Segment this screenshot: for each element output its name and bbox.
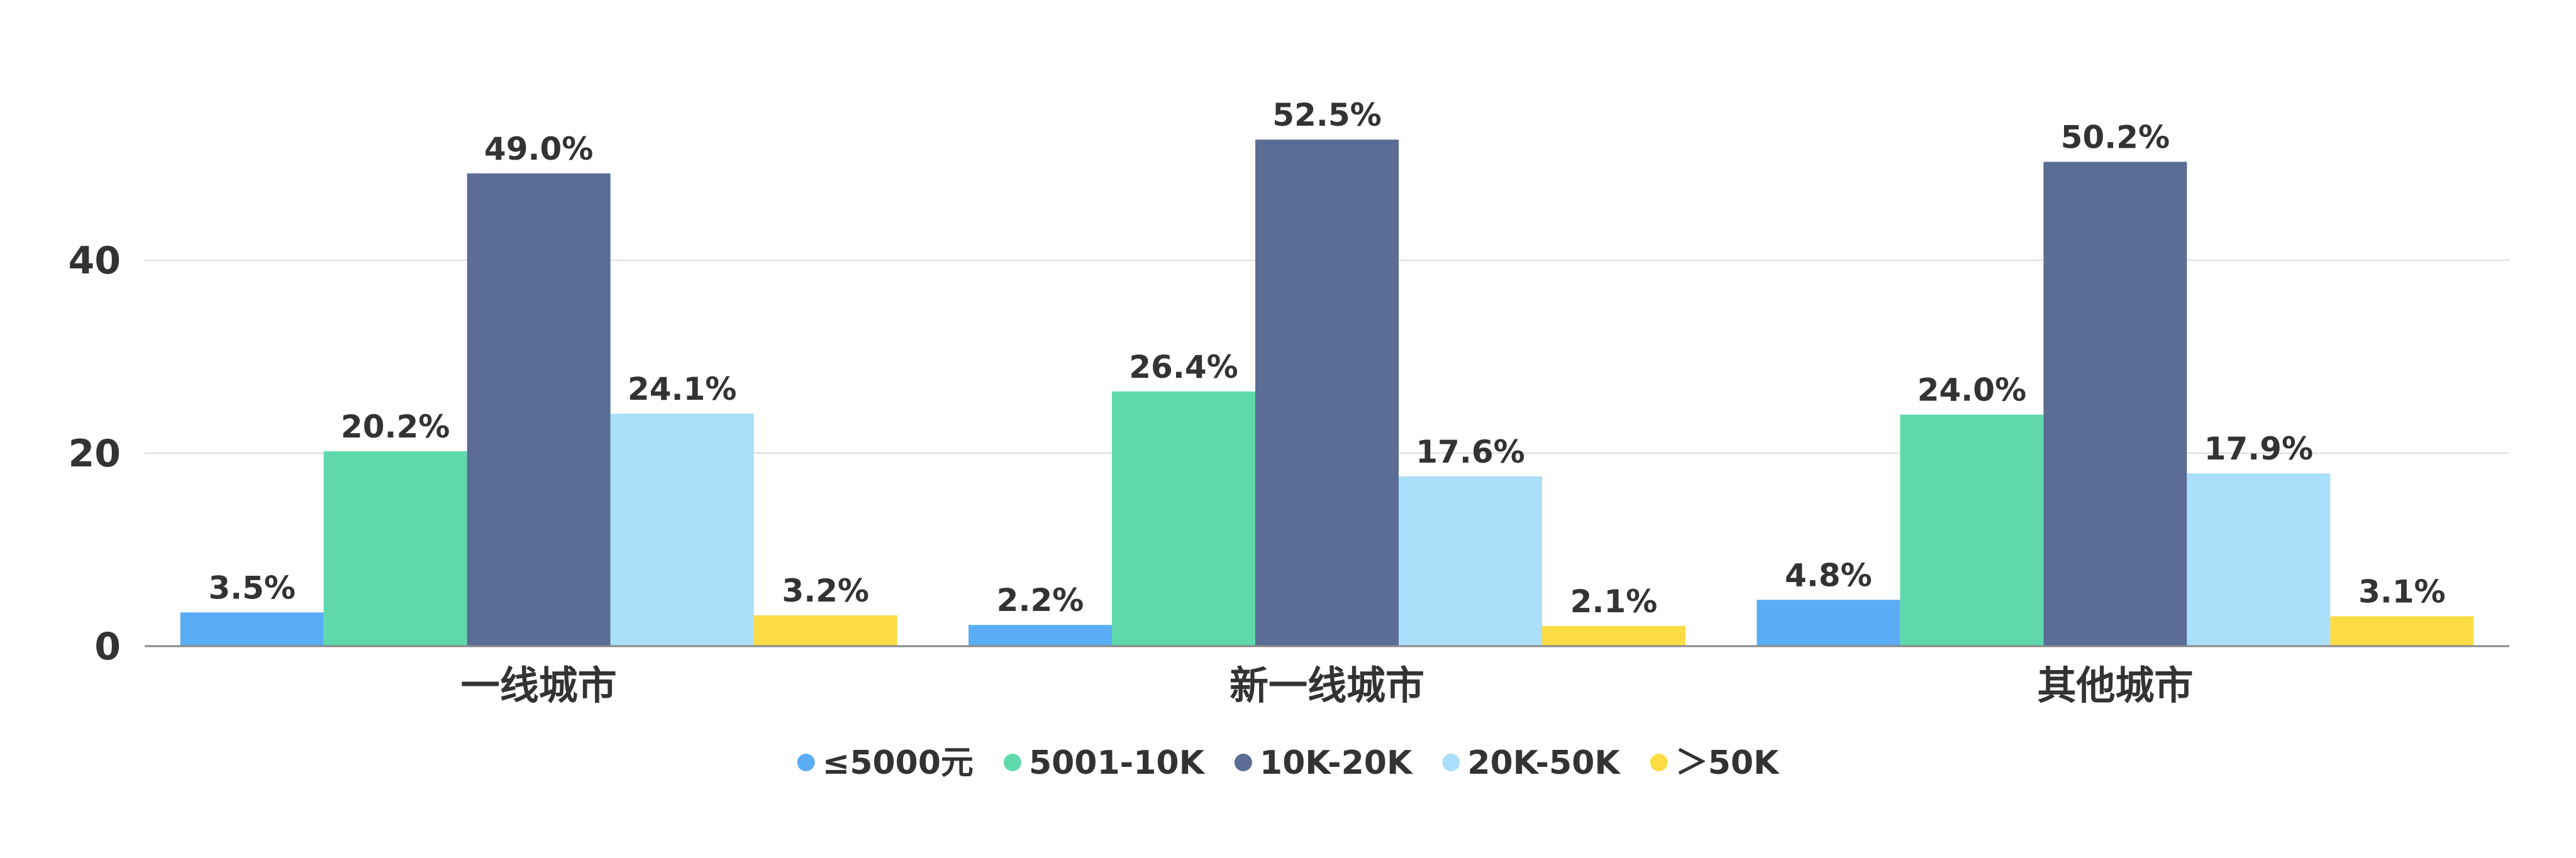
- bar: [969, 625, 1112, 646]
- bar: [1399, 476, 1542, 646]
- legend-marker: [1650, 754, 1668, 771]
- legend-item: 10K-20K: [1234, 744, 1413, 782]
- legend-marker: [1234, 754, 1252, 771]
- bar: [1757, 600, 1901, 646]
- y-tick-label: 0: [94, 625, 121, 669]
- bar: [323, 451, 467, 646]
- legend-item: 5001-10K: [1003, 744, 1206, 782]
- legend-marker: [797, 754, 815, 771]
- data-label: 26.4%: [1129, 349, 1238, 385]
- x-axis: 一线城市 新一线城市 其他城市: [461, 663, 2194, 708]
- data-label: 4.8%: [1785, 557, 1872, 593]
- data-label: 20.2%: [341, 409, 450, 445]
- y-tick-label: 20: [69, 432, 121, 476]
- data-labels: 3.5% 20.2% 49.0% 24.1% 3.2% 2.2% 26.4% 52.5% 17.…: [208, 97, 2445, 620]
- bar: [467, 173, 611, 647]
- data-label: 3.1%: [2358, 573, 2446, 610]
- bar: [180, 612, 324, 646]
- bar: [1255, 140, 1399, 646]
- y-axis: 0 20 40: [69, 239, 121, 669]
- bar: [2043, 162, 2187, 646]
- legend-marker: [1003, 754, 1021, 771]
- bar: [753, 615, 897, 646]
- bar: [1900, 414, 2044, 646]
- legend-label: ≤5000元: [823, 744, 974, 782]
- data-label: 3.5%: [208, 569, 296, 606]
- legend-label: 5001-10K: [1029, 744, 1206, 782]
- bar: [610, 414, 754, 646]
- legend-marker: [1442, 754, 1460, 771]
- bar: [1542, 625, 1685, 646]
- data-label: 24.1%: [628, 371, 736, 407]
- bar: [1112, 391, 1255, 646]
- legend-label: 10K-20K: [1260, 744, 1413, 782]
- data-label: 17.9%: [2204, 431, 2313, 467]
- legend-label: 20K-50K: [1467, 744, 1621, 782]
- x-category-label: 一线城市: [461, 663, 617, 708]
- legend-label: ＞50K: [1675, 744, 1780, 782]
- data-label: 3.2%: [782, 573, 869, 609]
- legend-item: ＞50K: [1650, 744, 1780, 782]
- legend-item: ≤5000元: [797, 744, 974, 782]
- data-label: 17.6%: [1416, 434, 1524, 470]
- data-label: 52.5%: [1272, 97, 1381, 133]
- legend-item: 20K-50K: [1442, 744, 1621, 782]
- y-tick-label: 40: [69, 239, 121, 283]
- legend: ≤5000元 5001-10K 10K-20K 20K-50K ＞50K: [797, 744, 1780, 782]
- data-label: 24.0%: [1918, 372, 2026, 409]
- bar: [2330, 616, 2474, 646]
- x-category-label: 新一线城市: [1230, 663, 1424, 708]
- data-label: 2.1%: [1570, 583, 1658, 620]
- data-label: 49.0%: [484, 131, 593, 167]
- data-label: 50.2%: [2061, 119, 2170, 155]
- bar-series: [180, 140, 2474, 647]
- x-category-label: 其他城市: [2037, 663, 2193, 708]
- bar: [2187, 473, 2331, 646]
- data-label: 2.2%: [997, 582, 1084, 619]
